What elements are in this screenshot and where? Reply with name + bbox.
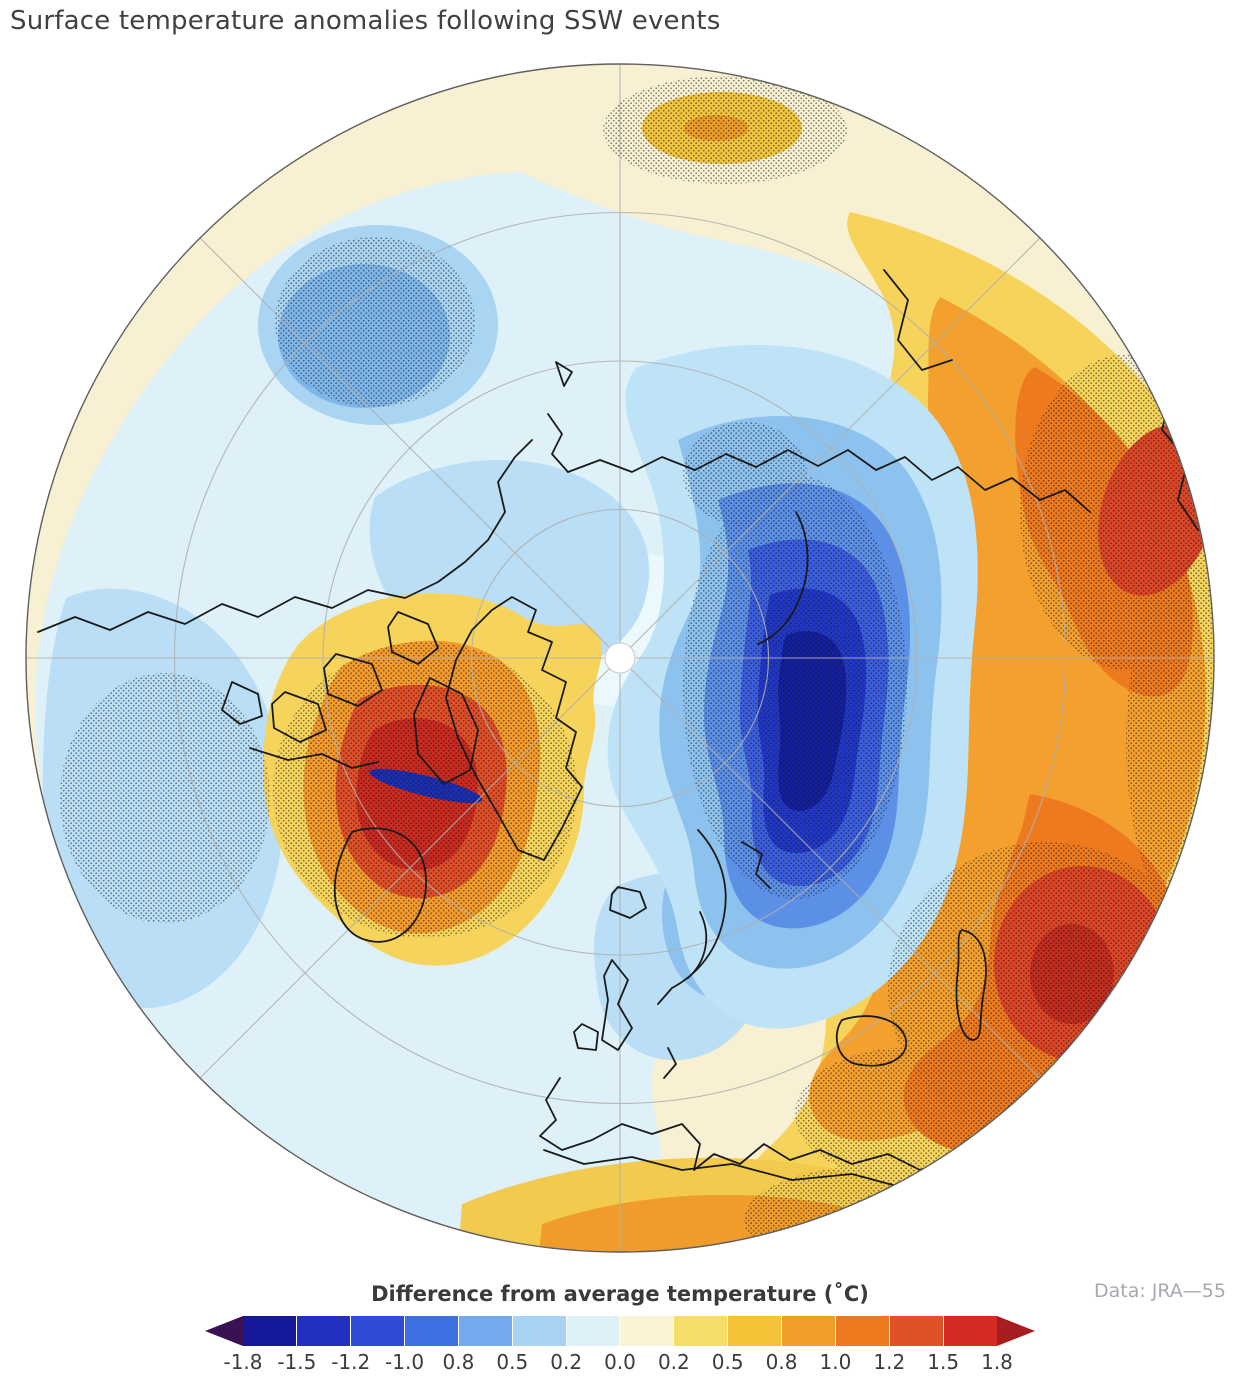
colorbar-ticks: -1.8 -1.5 -1.2 -1.0 0.8 0.5 0.2 0.0 0.2 0.5 0.8 1.0… [223,1350,1012,1376]
colorbar-cell [566,1316,620,1346]
colorbar-tick-label: -1.5 [277,1350,317,1374]
colorbar-tick-label: 1.2 [873,1350,906,1374]
map-boundary [25,63,1215,1253]
colorbar-cell [404,1316,458,1346]
colorbar-underflow-arrow [205,1316,243,1346]
colorbar-tick-label: -1.2 [331,1350,371,1374]
colorbar-tick-label: -1.0 [385,1350,425,1374]
colorbar-overflow-arrow [997,1316,1035,1346]
colorbar-cells [243,1316,997,1346]
colorbar-cell [350,1316,404,1346]
colorbar-cell [512,1316,566,1346]
colorbar-cell [296,1316,350,1346]
page-title: Surface temperature anomalies following … [10,6,721,36]
colorbar-tick-label: 0.2 [657,1350,690,1374]
colorbar-cell [243,1316,296,1346]
colorbar-cell [458,1316,512,1346]
colorbar-tick-label: 0.8 [765,1350,798,1374]
colorbar-tick-label: 1.0 [819,1350,852,1374]
colorbar-title: Difference from average temperature (˚C) [371,1282,869,1306]
data-source-label: Data: JRA—55 [1093,1280,1226,1302]
colorbar-tick-label: 1.8 [981,1350,1013,1374]
colorbar-tick-label: 0.5 [496,1350,529,1374]
colorbar-tick-label: 0.2 [550,1350,583,1374]
coastlines [37,269,1199,1191]
colorbar-cell [728,1316,782,1346]
colorbar-cell [782,1316,836,1346]
colorbar-cell [620,1316,674,1346]
colorbar: -1.8 -1.5 -1.2 -1.0 0.8 0.5 0.2 0.0 0.2 0.5 0.8 1.0… [205,1316,1035,1374]
colorbar-cell [836,1316,890,1346]
colorbar-tick-label: 0.8 [442,1350,475,1374]
polar-anomaly-map [25,63,1215,1253]
colorbar-tick-label: -1.8 [223,1350,263,1374]
colorbar-tick-label: 1.5 [927,1350,960,1374]
colorbar-cell [890,1316,943,1346]
colorbar-cell [674,1316,728,1346]
pole-marker [604,642,636,674]
colorbar-tick-label: 0.0 [604,1350,636,1374]
colorbar-cell [943,1316,997,1346]
colorbar-tick-label: 0.5 [711,1350,744,1374]
